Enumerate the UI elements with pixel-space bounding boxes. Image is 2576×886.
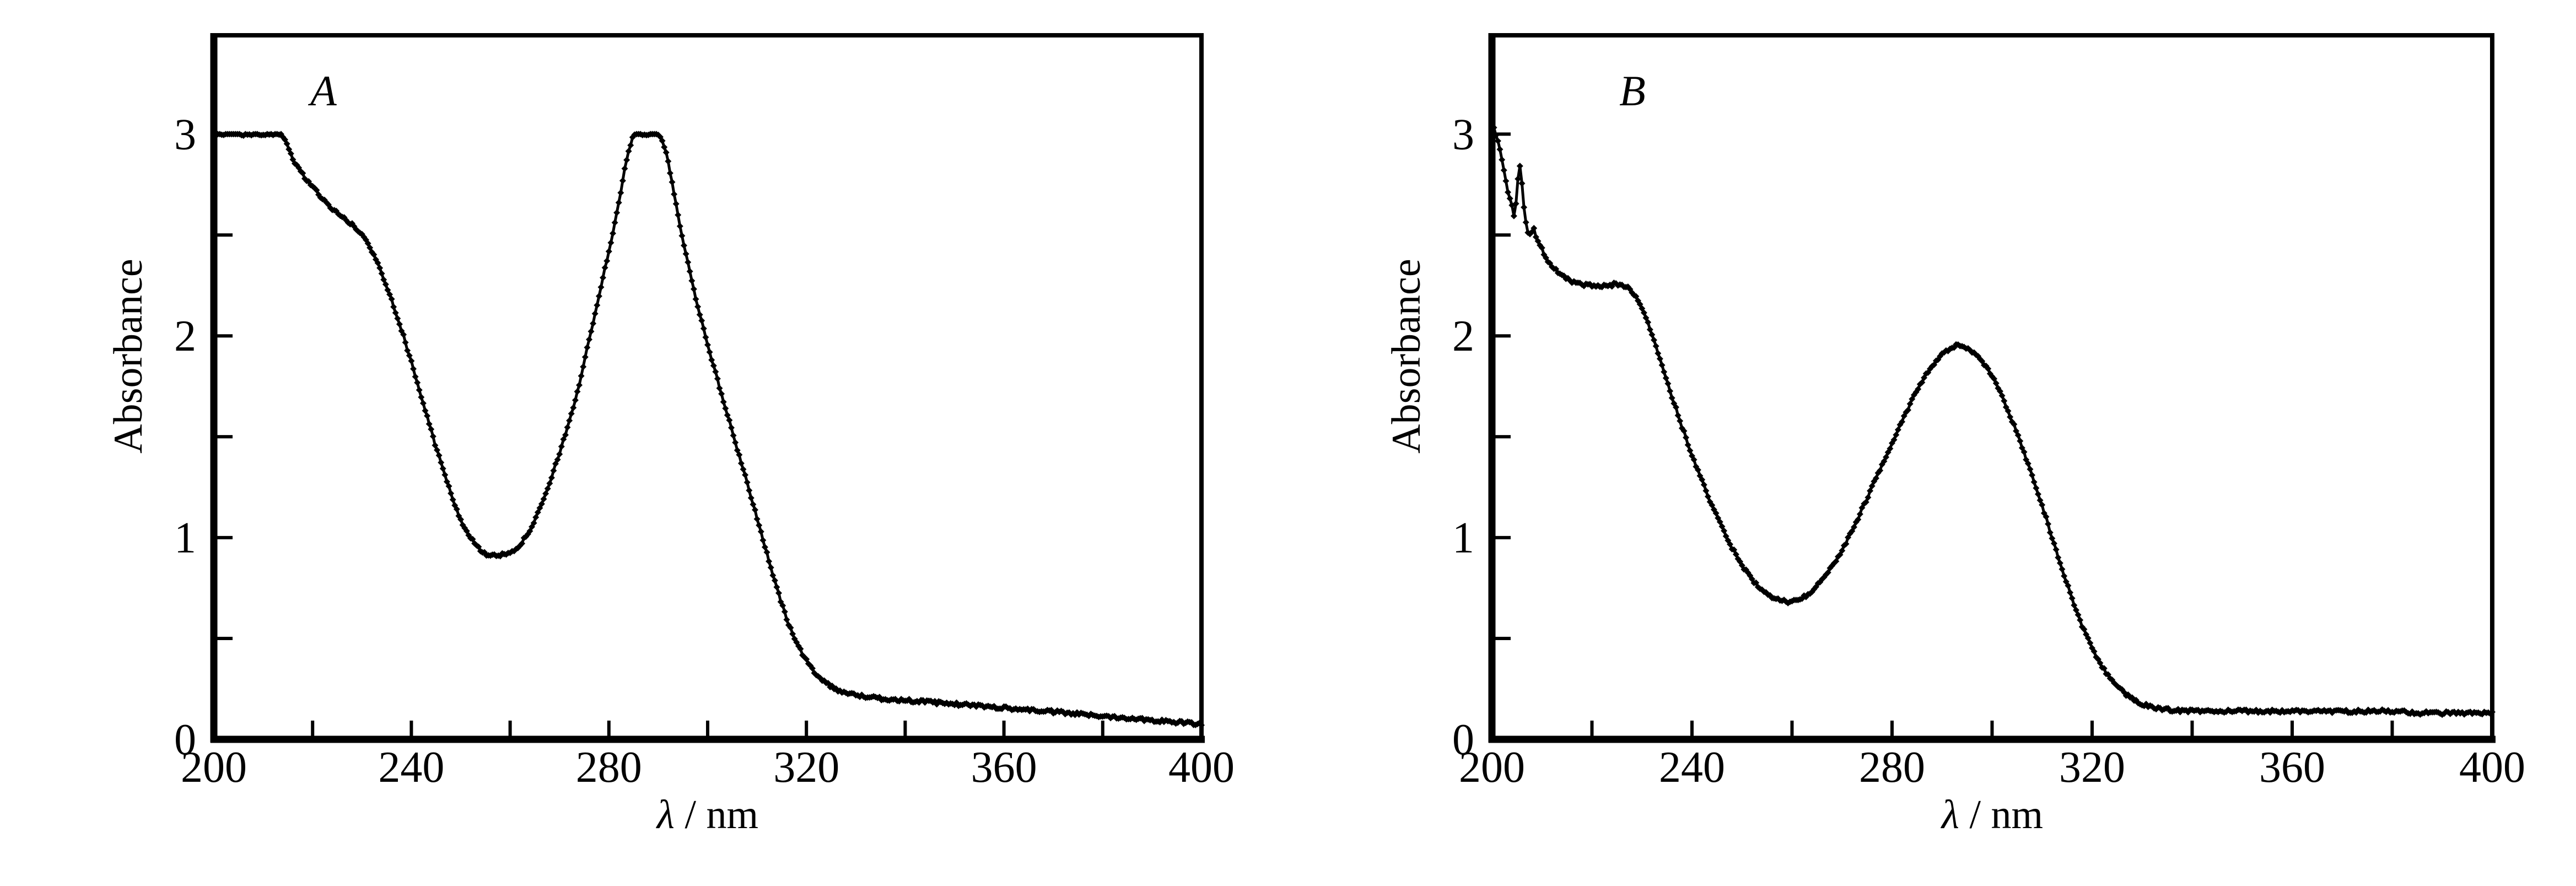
svg-text:240: 240 — [378, 743, 444, 792]
svg-text:360: 360 — [971, 743, 1037, 792]
svg-text:280: 280 — [576, 743, 642, 792]
x-axis-title-a: λ / nm — [657, 794, 758, 835]
svg-text:3: 3 — [1452, 110, 1474, 159]
x-axis-unit: / nm — [674, 792, 759, 837]
x-axis-title-b: λ / nm — [1942, 794, 2043, 835]
chart-panel-a: 200 240 280 320 360 400 0 1 2 3 A Absorbance λ / … — [106, 33, 1235, 835]
svg-text:200: 200 — [181, 743, 247, 792]
panel-label-a: A — [310, 67, 337, 115]
x-axis-unit: / nm — [1959, 792, 2044, 837]
chart-panel-b: 200 240 280 320 360 400 0 1 2 3 B Absorbance λ / … — [1288, 0, 2576, 886]
lambda-symbol: λ — [656, 792, 675, 837]
y-axis-title-a: Absorbance — [106, 259, 151, 454]
spectrum-plot-b: 200 240 280 320 360 400 0 1 2 3 — [1452, 33, 2525, 792]
svg-text:280: 280 — [1859, 743, 1925, 792]
svg-text:2: 2 — [1452, 312, 1474, 361]
svg-text:360: 360 — [2259, 743, 2325, 792]
svg-text:240: 240 — [1659, 743, 1725, 792]
svg-text:400: 400 — [2459, 743, 2525, 792]
svg-text:2: 2 — [174, 312, 196, 361]
svg-text:1: 1 — [174, 514, 196, 562]
svg-text:1: 1 — [1452, 514, 1474, 562]
lambda-symbol: λ — [1941, 792, 1959, 837]
spectrum-plot-a: 200 240 280 320 360 400 0 1 2 3 — [174, 33, 1235, 792]
panel-label-b: B — [1619, 67, 1646, 115]
svg-text:200: 200 — [1459, 743, 1525, 792]
svg-text:320: 320 — [773, 743, 839, 792]
svg-text:400: 400 — [1168, 743, 1235, 792]
svg-text:3: 3 — [174, 110, 196, 159]
svg-text:0: 0 — [1452, 716, 1474, 764]
svg-text:0: 0 — [174, 716, 196, 764]
y-axis-title-b: Absorbance — [1384, 259, 1429, 454]
svg-text:320: 320 — [2059, 743, 2125, 792]
